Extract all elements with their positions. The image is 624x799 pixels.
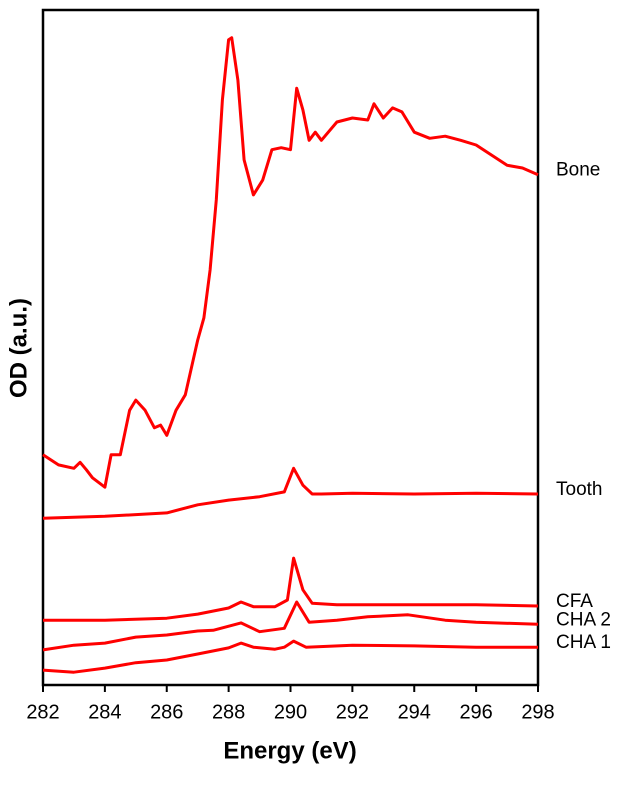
spectrum-line — [43, 556, 539, 622]
spectrum-line — [42, 466, 539, 520]
x-tick-label: 298 — [521, 701, 554, 723]
x-tick-label: 290 — [274, 701, 307, 723]
x-tick-label: 284 — [88, 701, 121, 723]
series-label: Tooth — [556, 479, 602, 500]
x-tick-label: 296 — [459, 701, 492, 723]
y-axis-title: OD (a.u.) — [5, 298, 32, 398]
x-tick-label: 282 — [26, 701, 59, 723]
series-label: Bone — [556, 160, 600, 181]
x-tick-label: 294 — [398, 701, 431, 723]
series-label: CHA 1 — [556, 632, 611, 653]
series-label: CFA — [556, 591, 593, 612]
x-axis-title: Energy (eV) — [223, 737, 356, 764]
spectrum-line — [42, 639, 538, 674]
spectrum-line — [42, 600, 539, 652]
x-tick-label: 286 — [150, 701, 183, 723]
x-tick-label: 292 — [336, 701, 369, 723]
spectrum-line — [42, 36, 539, 489]
x-tick-label: 288 — [212, 701, 245, 723]
series-label: CHA 2 — [556, 609, 611, 630]
